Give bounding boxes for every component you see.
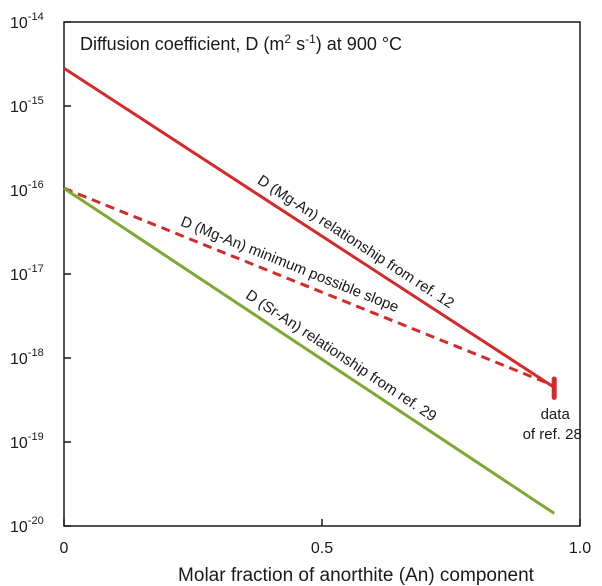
series-line-sr-an-ref29	[63, 187, 556, 515]
x-tick-label: 0.5	[311, 540, 333, 557]
y-tick-label: 10-18	[10, 347, 44, 368]
series-line-mg-an-min	[63, 186, 555, 388]
y-tick-label: 10-15	[10, 95, 44, 116]
chart-title: Diffusion coefficient, D (m2 s-1) at 900…	[80, 32, 402, 54]
y-tick-label: 10-20	[10, 515, 44, 536]
y-tick-label: 10-19	[10, 431, 44, 452]
data-point-label-line1: data	[541, 406, 571, 423]
data-point-label-line2: of ref. 28	[523, 426, 582, 443]
y-axis-ticks: 10-14 10-15 10-16 10-17 10-18 10-19 10-20	[10, 11, 71, 536]
data-point-layer: data of ref. 28	[523, 376, 582, 443]
y-tick-label: 10-14	[10, 11, 44, 32]
x-axis-label: Molar fraction of anorthite (An) compone…	[178, 565, 535, 586]
series-label-sr-an-ref29: D (Sr-An) relationship from ref. 29	[243, 287, 440, 426]
x-tick-label: 1.0	[569, 540, 591, 557]
series-line-mg-an-ref12	[63, 66, 556, 389]
y-tick-label: 10-16	[10, 179, 44, 200]
x-tick-label: 0	[60, 540, 69, 557]
series-layer	[63, 66, 556, 515]
y-tick-label: 10-17	[10, 263, 44, 284]
x-axis-ticks: 0 0.5 1.0	[60, 519, 591, 557]
